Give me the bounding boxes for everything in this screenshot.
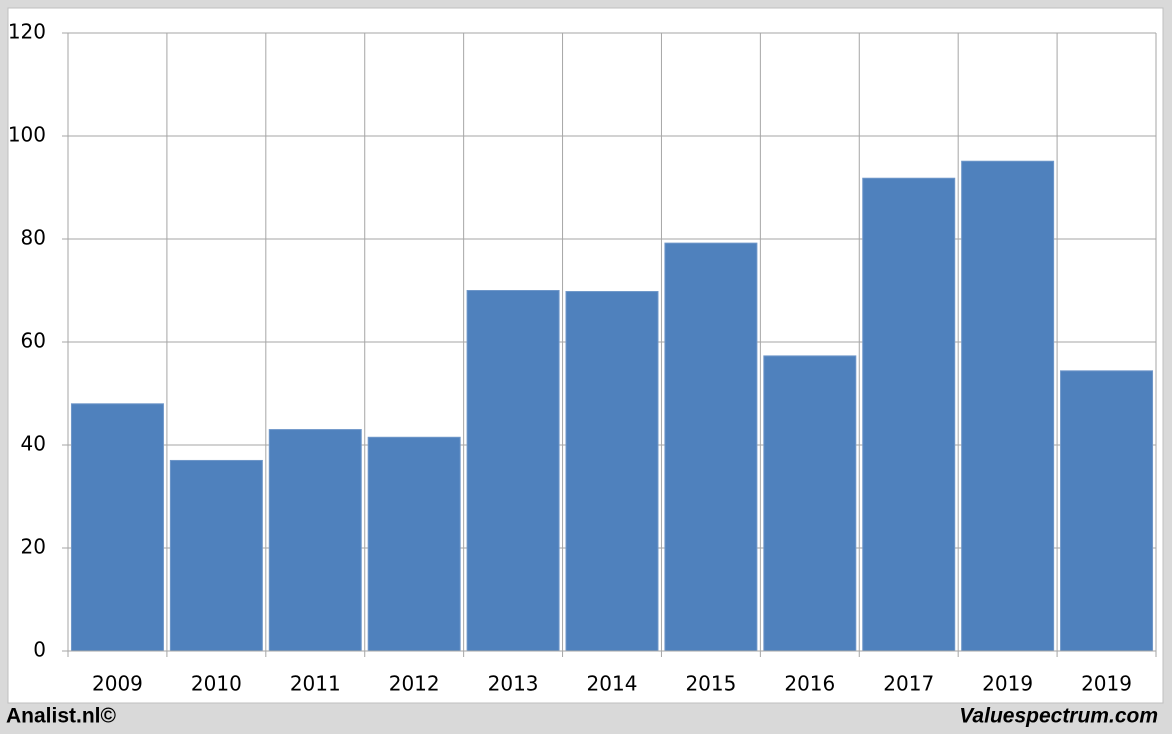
bar — [763, 355, 857, 652]
bar — [268, 429, 362, 652]
footer-right: Valuespectrum.com — [959, 705, 1158, 728]
x-tick-label: 2013 — [488, 672, 539, 696]
bar — [70, 403, 164, 652]
y-tick-label: 40 — [21, 432, 46, 456]
y-tick-label: 0 — [33, 638, 46, 662]
x-tick-label: 2009 — [92, 672, 143, 696]
bar — [961, 160, 1055, 652]
y-tick-label: 80 — [21, 226, 46, 250]
x-tick-label: 2019 — [982, 672, 1033, 696]
footer-left: Analist.nl© — [6, 705, 117, 728]
bar — [1060, 370, 1154, 652]
y-tick-label: 60 — [21, 329, 46, 353]
x-tick-label: 2014 — [587, 672, 638, 696]
x-tick-label: 2016 — [784, 672, 835, 696]
bar — [169, 459, 263, 652]
bar — [862, 177, 956, 652]
x-tick-label: 2011 — [290, 672, 341, 696]
bar — [565, 291, 659, 652]
bar — [664, 242, 758, 652]
x-tick-label: 2012 — [389, 672, 440, 696]
x-tick-label: 2010 — [191, 672, 242, 696]
x-tick-label: 2019 — [1081, 672, 1132, 696]
y-tick-label: 100 — [8, 123, 46, 147]
y-tick-label: 20 — [21, 535, 46, 559]
bar — [367, 436, 461, 652]
x-tick-label: 2017 — [883, 672, 934, 696]
bar — [466, 290, 560, 652]
x-tick-label: 2015 — [685, 672, 736, 696]
y-tick-label: 120 — [8, 20, 46, 44]
